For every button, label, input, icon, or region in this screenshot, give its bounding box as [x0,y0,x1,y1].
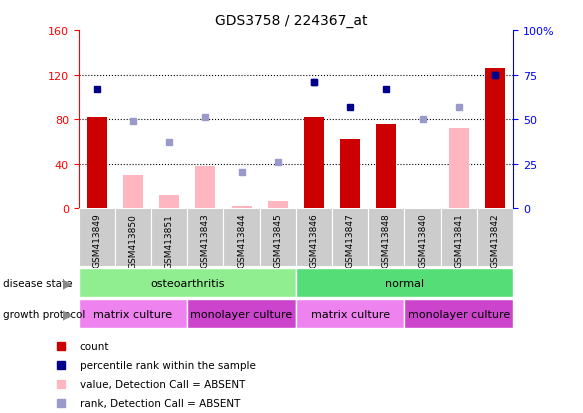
Bar [123,175,143,209]
Bar [259,209,296,266]
Bar [296,209,332,266]
Bar [159,195,179,209]
Text: percentile rank within the sample: percentile rank within the sample [80,360,255,370]
Bar [441,209,477,266]
Text: GSM413845: GSM413845 [273,213,282,268]
Text: GSM413846: GSM413846 [310,213,318,268]
Text: osteoarthritis: osteoarthritis [150,278,224,288]
Text: GSM413843: GSM413843 [201,213,210,268]
Text: GSM413844: GSM413844 [237,213,246,268]
Text: rank, Detection Call = ABSENT: rank, Detection Call = ABSENT [80,399,240,408]
Text: matrix culture: matrix culture [311,309,389,319]
Bar [332,209,368,266]
Bar [151,209,187,266]
Bar [304,118,324,209]
Text: GSM413841: GSM413841 [454,213,463,268]
Bar [79,299,187,328]
Bar [187,299,296,328]
Text: normal: normal [385,278,424,288]
Bar [187,209,223,266]
Bar [405,209,441,266]
Text: monolayer culture: monolayer culture [408,309,510,319]
Text: GDS3758 / 224367_at: GDS3758 / 224367_at [215,14,368,28]
Bar [231,206,251,209]
Text: count: count [80,341,109,351]
Bar [296,299,405,328]
Bar [477,209,513,266]
Text: GSM413847: GSM413847 [346,213,354,268]
Text: GSM413849: GSM413849 [92,213,101,268]
Text: GSM413848: GSM413848 [382,213,391,268]
Text: GSM413840: GSM413840 [418,213,427,268]
Bar [79,268,296,297]
Bar [485,69,505,209]
Text: value, Detection Call = ABSENT: value, Detection Call = ABSENT [80,380,245,389]
Text: GSM413850: GSM413850 [128,213,138,268]
Bar [405,299,513,328]
Bar [296,268,513,297]
Bar [268,202,288,209]
Bar [340,140,360,209]
Bar [368,209,405,266]
Bar [115,209,151,266]
Text: monolayer culture: monolayer culture [191,309,293,319]
Bar [195,166,215,209]
Bar [79,209,115,266]
Bar [87,118,107,209]
Bar [223,209,259,266]
Text: ▶: ▶ [63,307,73,320]
Bar [449,128,469,209]
Text: matrix culture: matrix culture [93,309,173,319]
Text: growth protocol: growth protocol [3,309,85,319]
Bar [377,124,396,209]
Text: disease state: disease state [3,278,72,288]
Text: GSM413851: GSM413851 [164,213,174,268]
Text: GSM413842: GSM413842 [490,213,500,268]
Text: ▶: ▶ [63,276,73,290]
